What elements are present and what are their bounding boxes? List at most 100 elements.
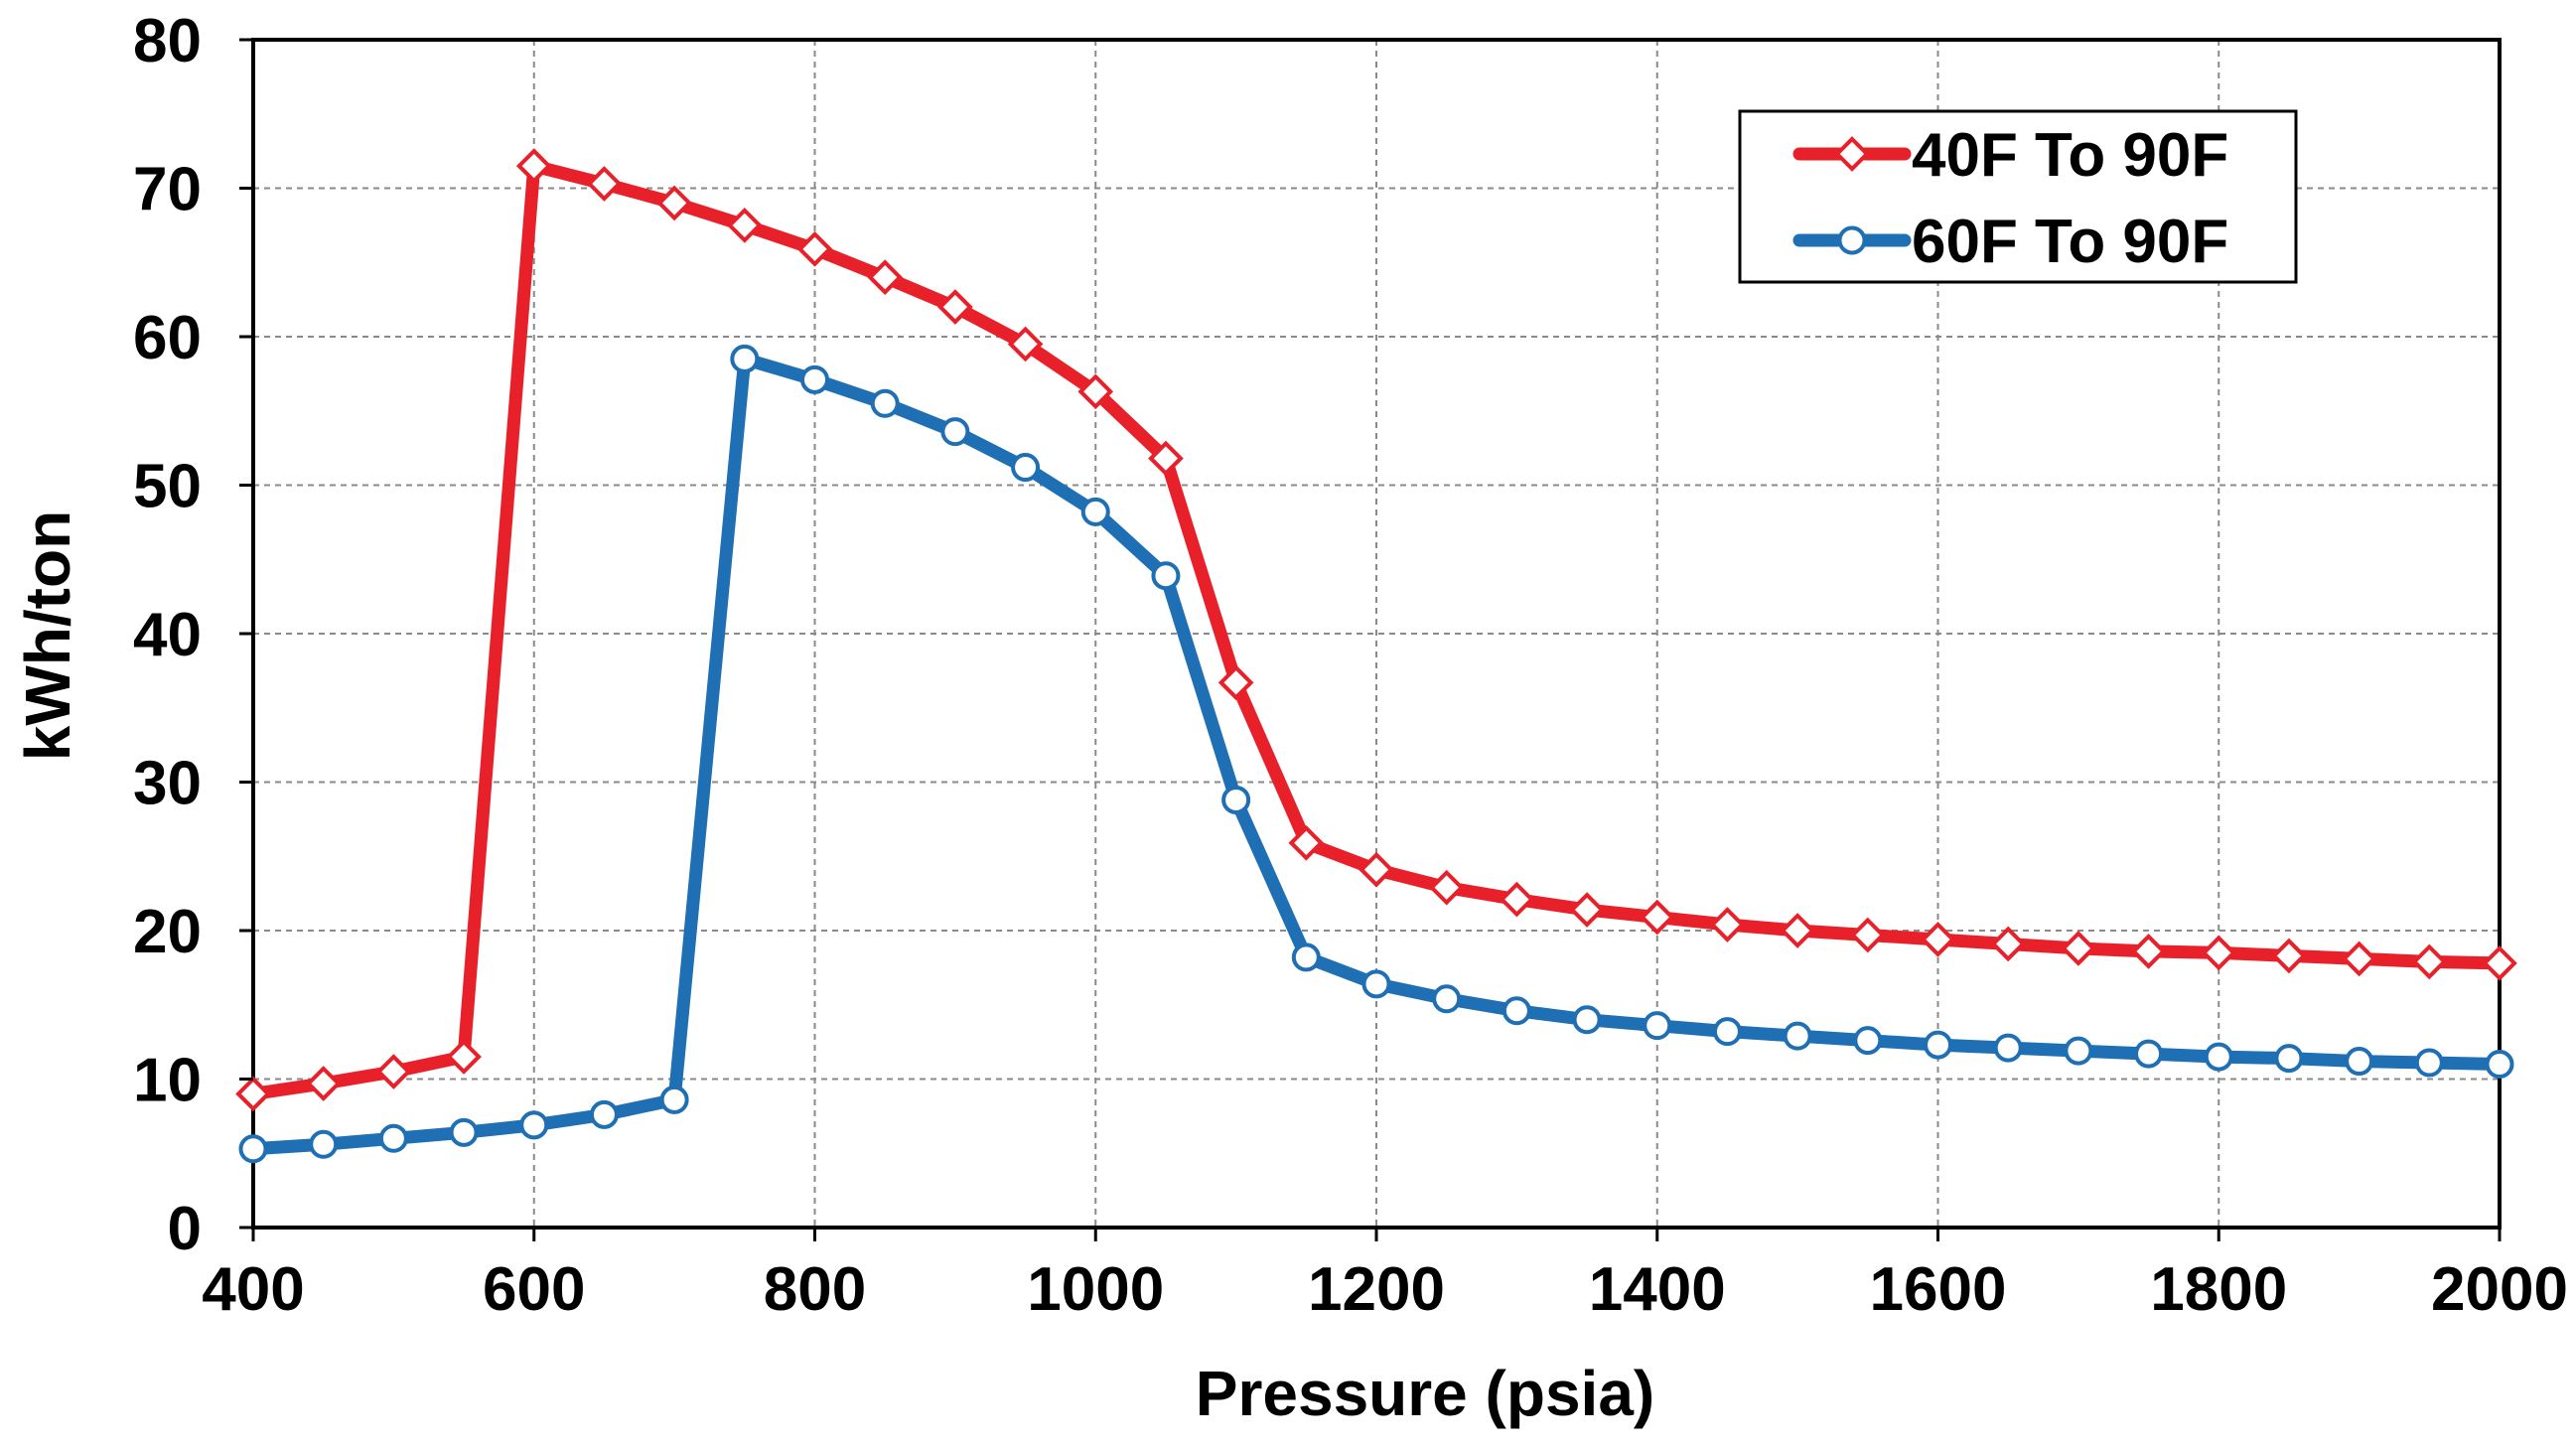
- y-tick-label: 70: [133, 156, 202, 224]
- data-point: [519, 1110, 549, 1140]
- data-point: [1080, 497, 1110, 526]
- y-tick-label: 60: [133, 304, 202, 372]
- y-tick-label: 10: [133, 1047, 202, 1115]
- data-point: [1432, 984, 1462, 1014]
- data-point: [1077, 373, 1114, 410]
- data-point: [1361, 969, 1391, 999]
- series-group: [235, 148, 2517, 1164]
- data-point: [2411, 943, 2448, 980]
- data-point: [726, 208, 763, 243]
- data-point: [305, 1066, 342, 1101]
- legend: 40F To 90F 60F To 90F: [1738, 109, 2298, 284]
- x-tick-label: 1200: [1308, 1255, 1445, 1324]
- data-point: [867, 259, 904, 296]
- data-point: [1221, 785, 1251, 814]
- legend-marker: [1834, 136, 1870, 172]
- data-point: [378, 1123, 408, 1153]
- data-point: [2271, 938, 2307, 974]
- data-point: [1924, 1030, 1952, 1060]
- data-point: [2064, 1036, 2093, 1066]
- data-point: [235, 1076, 271, 1112]
- data-point: [515, 148, 552, 184]
- legend-label: 60F To 90F: [1912, 208, 2228, 276]
- data-point: [1151, 561, 1181, 591]
- x-tick-label: 1000: [1027, 1255, 1164, 1324]
- data-point: [375, 1054, 412, 1089]
- x-tick-label: 600: [483, 1255, 585, 1324]
- x-tick-label: 1800: [2150, 1255, 2287, 1324]
- data-point: [1569, 892, 1605, 928]
- y-tick-label: 40: [133, 601, 202, 669]
- data-point: [2204, 1042, 2233, 1072]
- legend-box: [1738, 109, 2298, 284]
- data-point: [2482, 945, 2517, 981]
- data-point: [1359, 851, 1394, 888]
- y-tick-label: 20: [133, 898, 202, 966]
- x-tick-label: 2000: [2431, 1255, 2568, 1324]
- series-60f-to-90f: [238, 344, 2514, 1164]
- data-point: [1712, 1017, 1742, 1047]
- data-point: [2061, 931, 2096, 966]
- data-point: [1639, 899, 1675, 936]
- data-point: [446, 1039, 482, 1075]
- data-point: [2134, 1039, 2164, 1069]
- data-point: [1783, 1021, 1812, 1051]
- legend-label: 40F To 90F: [1912, 121, 2228, 190]
- data-point: [1499, 881, 1535, 918]
- legend-marker: [1837, 225, 1867, 255]
- data-point: [656, 185, 692, 221]
- x-tick-label: 1600: [1870, 1255, 2007, 1324]
- data-point: [2274, 1044, 2304, 1074]
- data-point: [1148, 440, 1184, 477]
- y-tick-label: 80: [133, 7, 202, 75]
- y-tick-label: 0: [168, 1195, 202, 1263]
- data-point: [1572, 1005, 1602, 1035]
- data-point: [309, 1129, 339, 1159]
- data-point: [1643, 1011, 1672, 1041]
- legend-entry: 60F To 90F: [1792, 208, 2228, 276]
- data-point: [1849, 917, 1886, 953]
- y-tick-label: 50: [133, 453, 202, 521]
- data-point: [796, 230, 833, 267]
- data-point: [589, 1099, 619, 1129]
- data-point: [1288, 824, 1325, 861]
- data-point: [1920, 922, 1956, 957]
- data-point: [238, 1134, 268, 1164]
- data-point: [1502, 996, 1531, 1026]
- x-tick-label: 1400: [1589, 1255, 1726, 1324]
- data-point: [870, 388, 900, 418]
- data-point: [1011, 453, 1041, 483]
- data-point: [586, 166, 623, 202]
- tick-labels: 400 600 800 1000 1200 1400 1600 1800 2000 0 10 20 30…: [133, 7, 2568, 1324]
- data-point: [940, 417, 970, 447]
- data-point: [800, 364, 829, 394]
- data-point: [1709, 907, 1746, 942]
- data-point: [2201, 935, 2237, 971]
- data-point: [1291, 942, 1321, 972]
- data-point: [937, 289, 973, 325]
- data-point: [1853, 1026, 1883, 1056]
- data-point: [1993, 1033, 2023, 1063]
- data-point: [2485, 1050, 2514, 1080]
- legend-entries: 40F To 90F 60F To 90F: [1792, 121, 2228, 276]
- x-axis-title: Pressure (psia): [1196, 1358, 1654, 1429]
- data-point: [1990, 926, 2027, 962]
- series-40f-to-90f: [235, 148, 2517, 1112]
- data-point: [449, 1117, 479, 1147]
- x-tick-label: 800: [764, 1255, 866, 1324]
- legend-entry: 40F To 90F: [1792, 121, 2228, 190]
- data-point: [2130, 934, 2167, 969]
- data-point: [2414, 1048, 2444, 1078]
- data-point: [730, 344, 760, 373]
- data-point: [1217, 664, 1254, 701]
- data-point: [1780, 913, 1815, 948]
- data-point: [1007, 326, 1044, 362]
- y-axis-title: kWh/ton: [12, 510, 83, 761]
- y-tick-label: 30: [133, 750, 202, 818]
- data-point: [2345, 1047, 2374, 1077]
- data-point: [2341, 941, 2377, 977]
- x-tick-label: 400: [202, 1255, 304, 1324]
- data-point: [1428, 869, 1465, 906]
- data-point: [659, 1085, 689, 1114]
